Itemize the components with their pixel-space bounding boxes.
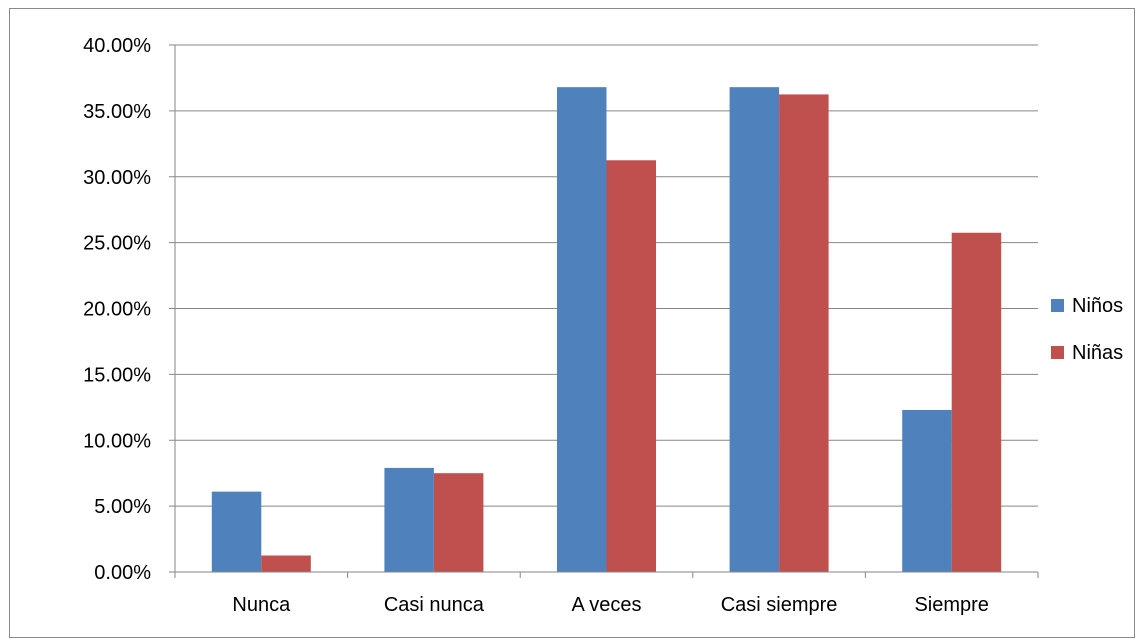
legend: Niños Niñas xyxy=(1051,295,1123,364)
y-tick-label: 15.00% xyxy=(83,364,151,386)
bar-ninas-0 xyxy=(261,555,311,572)
bar-ninos-3 xyxy=(729,87,780,572)
x-tick-label: Casi siempre xyxy=(721,594,838,616)
y-axis-tick-labels: 0.00% 5.00% 10.00% 15.00% 20.00% 25.00% 30.00%… xyxy=(83,35,151,584)
bar-ninos-2 xyxy=(557,87,607,572)
y-tick-label: 20.00% xyxy=(83,299,151,321)
x-tick-label: Siempre xyxy=(914,594,988,616)
y-tick-label: 0.00% xyxy=(94,562,151,584)
bars xyxy=(211,87,1002,572)
bar-ninas-4 xyxy=(951,232,1002,572)
x-tick-label: Casi nunca xyxy=(384,594,485,616)
legend-swatch-ninas xyxy=(1051,346,1064,359)
y-tick-label: 5.00% xyxy=(94,496,151,518)
y-tick-label: 35.00% xyxy=(83,101,151,123)
y-tick-label: 25.00% xyxy=(83,233,151,255)
legend-label-ninos: Niños xyxy=(1072,295,1123,317)
x-tick-label: Nunca xyxy=(232,594,291,616)
bar-ninas-2 xyxy=(606,160,656,572)
legend-label-ninas: Niñas xyxy=(1072,342,1123,364)
y-tick-label: 30.00% xyxy=(83,167,151,189)
axes xyxy=(169,44,1039,578)
legend-swatch-ninos xyxy=(1051,299,1064,312)
y-tick-label: 40.00% xyxy=(83,35,151,57)
bar-ninos-0 xyxy=(211,491,262,572)
bar-ninos-4 xyxy=(902,409,952,572)
bar-ninas-3 xyxy=(779,94,829,572)
y-tick-label: 10.00% xyxy=(83,430,151,452)
x-tick-label: A veces xyxy=(571,594,641,616)
bar-ninos-1 xyxy=(384,467,434,572)
x-axis-tick-labels: Nunca Casi nunca A veces Casi siempre Siempr… xyxy=(232,594,989,616)
bar-ninas-1 xyxy=(433,473,484,572)
